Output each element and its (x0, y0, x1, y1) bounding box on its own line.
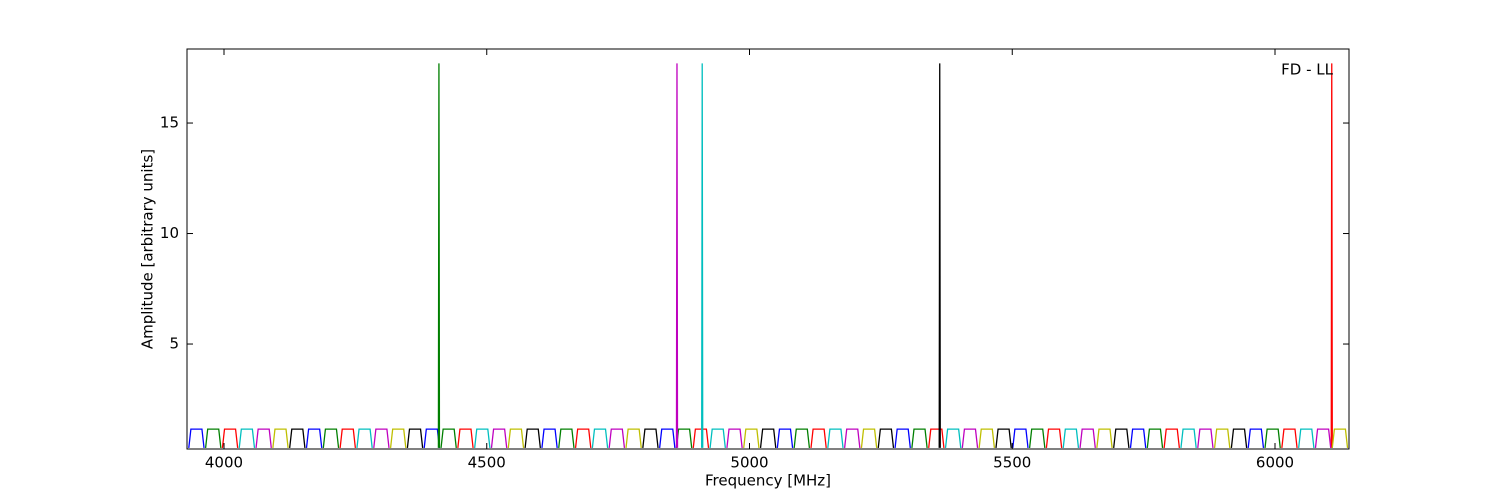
x-tick-label: 5000 (730, 454, 768, 472)
annotation: FD - LL (1281, 61, 1333, 79)
series-line (272, 428, 1349, 448)
x-tick-label: 4000 (205, 454, 243, 472)
series-line (289, 63, 1248, 448)
x-tick-label: 6000 (1256, 454, 1294, 472)
series-line (221, 63, 1333, 448)
y-axis-label: Amplitude [arbitrary units] (139, 149, 157, 349)
y-tick-label: 15 (160, 114, 179, 132)
plot-lines (188, 63, 1349, 448)
series-line (255, 63, 1332, 448)
series-line (188, 428, 1265, 448)
plot-frame (186, 48, 1350, 450)
x-axis-label: Frequency [MHz] (705, 472, 831, 490)
y-tick-label: 5 (169, 335, 179, 353)
x-tick-label: 5500 (993, 454, 1031, 472)
series-line (238, 63, 1315, 448)
series-line (204, 63, 1281, 448)
y-tick-label: 10 (160, 224, 179, 242)
x-tick-label: 4500 (468, 454, 506, 472)
